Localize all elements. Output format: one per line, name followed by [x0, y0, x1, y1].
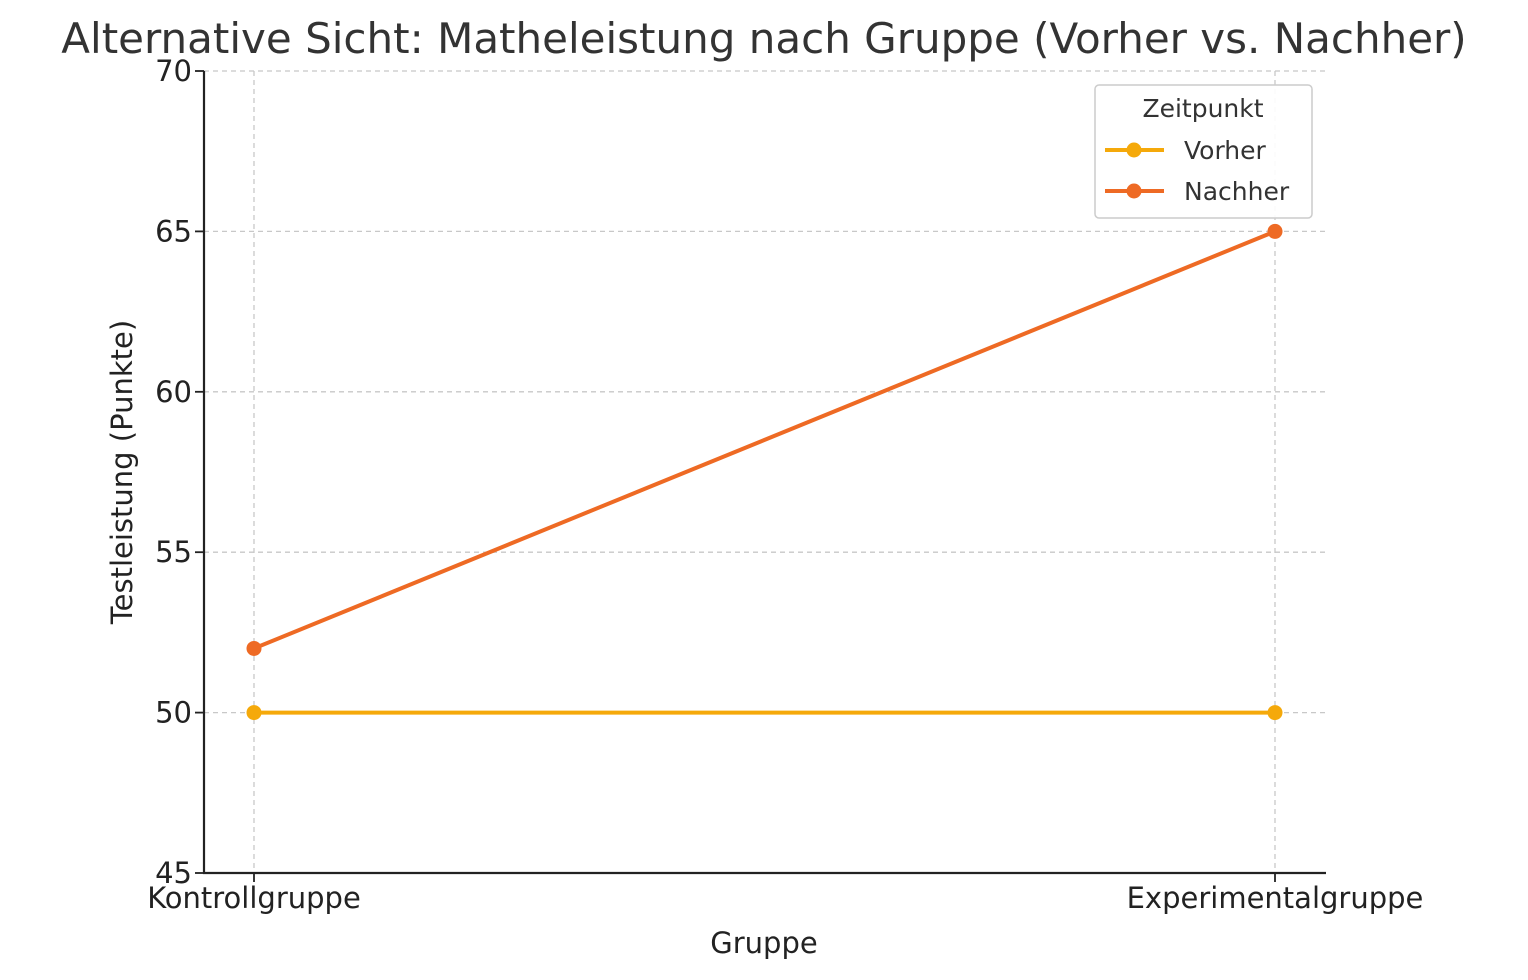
series-nachher [246, 223, 1283, 656]
legend-marker [1126, 183, 1142, 199]
data-point [246, 705, 262, 721]
axis-ticks: 45 50 55 60 65 70 Kontrollgruppe Experimentalgr… [147, 54, 1423, 915]
y-tick-label: 50 [155, 696, 192, 730]
legend: Zeitpunkt Vorher Nachher [1094, 84, 1313, 219]
legend-label: Nachher [1184, 177, 1290, 206]
y-tick-label: 70 [155, 54, 192, 88]
x-axis-label: Gruppe [710, 926, 817, 960]
y-tick-label: 55 [155, 535, 192, 569]
legend-title: Zeitpunkt [1142, 94, 1263, 123]
legend-entry: Vorher [1105, 136, 1267, 165]
legend-label: Vorher [1184, 136, 1267, 165]
legend-entries: Vorher Nachher [1105, 136, 1290, 206]
y-tick-label: 60 [155, 375, 192, 409]
series-line [252, 229, 1277, 651]
data-point [1267, 223, 1283, 239]
series-lines [246, 223, 1283, 721]
data-point [1267, 705, 1283, 721]
legend-box [1094, 84, 1313, 219]
series-vorher [246, 705, 1283, 721]
chart-title: Alternative Sicht: Matheleistung nach Gr… [61, 14, 1466, 63]
y-axis-label: Testleistung (Punkte) [105, 320, 139, 625]
y-tick-label: 65 [155, 214, 192, 248]
legend-entry: Nachher [1105, 177, 1290, 206]
y-tick-label: 45 [155, 856, 192, 890]
data-point [246, 640, 262, 656]
x-tick-label: Kontrollgruppe [147, 881, 361, 915]
x-tick-label: Experimentalgruppe [1127, 881, 1424, 915]
legend-marker [1126, 142, 1142, 158]
